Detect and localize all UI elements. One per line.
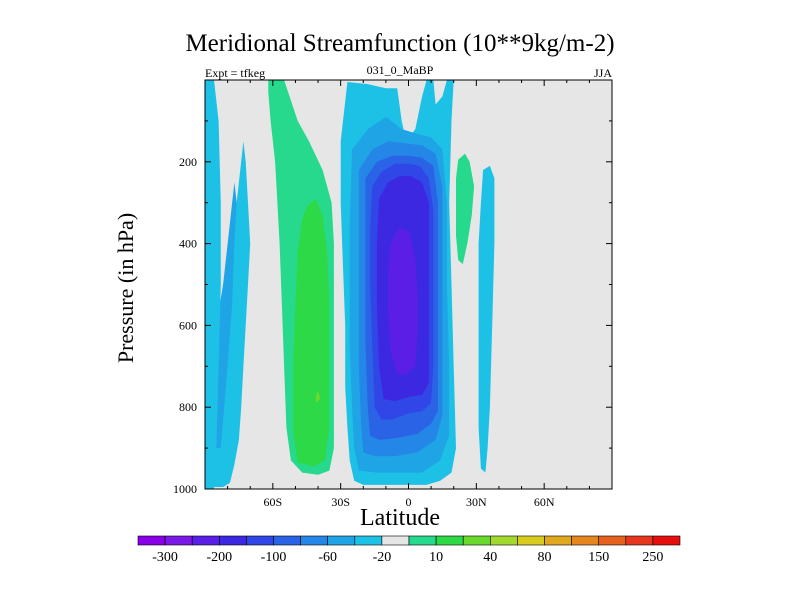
contour-ferrel-cell-peak [315,390,321,404]
x-tick-label: 0 [406,495,412,509]
colorbar-swatch [625,535,654,546]
y-tick-label: 800 [179,400,197,414]
colorbar-swatch [219,535,247,546]
colorbar-swatch [381,535,410,546]
colorbar-label: -200 [206,550,232,565]
colorbar-swatch [408,535,437,546]
colorbar-label: 10 [429,550,443,565]
x-axis-label: Latitude [360,505,440,531]
colorbar-label: 40 [483,550,497,565]
colorbar-swatch [598,535,627,546]
contour-sh-narrow-cell [205,80,221,489]
colorbar-swatch [300,535,329,546]
plot-area [204,79,613,490]
y-axis: 200 400 600 800 1000 [173,120,612,496]
season-label: JJA [593,66,612,80]
colorbar-swatch [354,535,383,546]
y-tick-label: 400 [179,237,197,251]
x-tick-label: 60S [263,495,282,509]
colorbar-swatch [327,535,356,546]
contour-nh-cell-small [456,153,475,265]
colorbar-swatch [571,535,599,546]
colorbar-swatch [164,535,193,546]
run-label: 031_0_MaBP [366,63,434,77]
colorbar-label: 250 [642,550,663,565]
colorbar: -300 -200 -100 -60 -20 10 40 80 150 250 [137,535,681,565]
colorbar-swatch [273,535,301,546]
colorbar-swatch [462,535,491,546]
colorbar-swatch [137,535,166,546]
colorbar-label: -100 [261,550,287,565]
chart-title: Meridional Streamfunction (10**9kg/m-2) [185,30,615,57]
y-tick-label: 1000 [173,482,197,496]
colorbar-label: 80 [538,550,552,565]
experiment-label: Expt = tfkeg [205,66,266,80]
colorbar-swatch [489,535,518,546]
colorbar-swatch [246,535,274,546]
x-tick-label: 60N [534,495,555,509]
contour-nh-cell-outer [478,165,495,473]
colorbar-label: -60 [318,550,337,565]
colorbar-label: 150 [588,550,609,565]
contour-ferrel-cell-inner [293,198,330,467]
contour-hadley-cell-level7 [388,227,418,375]
colorbar-swatch [435,535,464,546]
colorbar-swatch [191,535,220,546]
x-tick-label: 30N [466,495,487,509]
colorbar-swatch [652,535,681,546]
y-tick-label: 200 [179,155,197,169]
y-tick-label: 600 [179,318,197,332]
colorbar-swatch [544,535,572,546]
x-axis: 60S 30S 0 30N 60N [227,80,590,509]
x-tick-label: 30S [331,495,350,509]
colorbar-swatch [517,535,545,546]
colorbar-label: -300 [152,550,178,565]
colorbar-label: -20 [373,550,392,565]
